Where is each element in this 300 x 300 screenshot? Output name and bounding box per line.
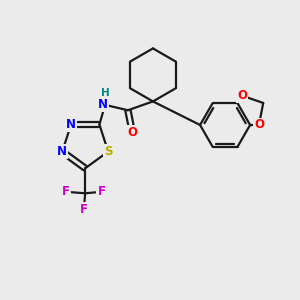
Text: S: S xyxy=(104,145,112,158)
Text: N: N xyxy=(57,145,67,158)
Text: O: O xyxy=(254,118,264,131)
Text: N: N xyxy=(66,118,76,131)
Text: O: O xyxy=(127,126,137,139)
Text: N: N xyxy=(98,98,108,111)
Text: F: F xyxy=(80,203,88,216)
Text: H: H xyxy=(100,88,109,98)
Text: O: O xyxy=(237,89,247,102)
Text: F: F xyxy=(62,185,70,198)
Text: F: F xyxy=(98,185,105,198)
